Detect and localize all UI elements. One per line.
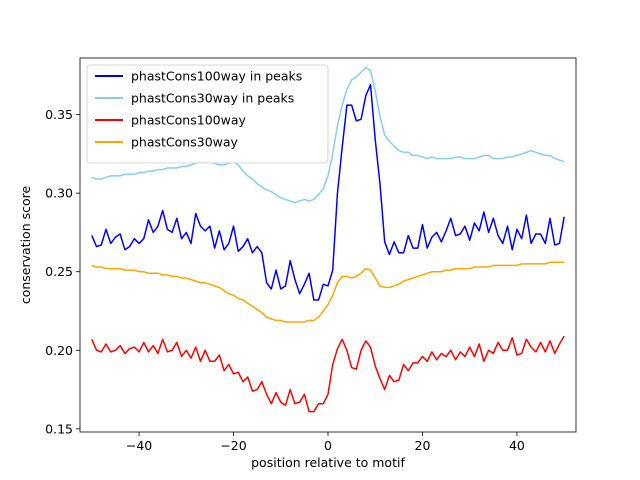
x-tick-label: −20: [220, 438, 246, 453]
y-tick-label: 0.15: [45, 421, 73, 436]
x-tick-label: 20: [415, 438, 431, 453]
y-tick-label: 0.35: [45, 107, 73, 122]
legend-label-4: phastCons30way: [131, 135, 239, 150]
x-tick-label: 0: [324, 438, 332, 453]
y-axis-label: conservation score: [18, 186, 33, 305]
legend-label-2: phastCons30way in peaks: [131, 91, 294, 106]
series-line-1: [91, 83, 565, 301]
y-tick-label: 0.20: [45, 343, 73, 358]
series-line-3: [91, 335, 565, 413]
series-layer: [91, 66, 565, 413]
x-axis-label: position relative to motif: [251, 455, 405, 470]
series-line-2: [91, 66, 565, 204]
legend-label-1: phastCons100way in peaks: [131, 69, 302, 84]
legend-label-3: phastCons100way: [131, 113, 246, 128]
x-tick-label: −40: [126, 438, 152, 453]
x-axis: −40 −20 0 20 40: [126, 432, 525, 453]
series-line-4: [91, 261, 565, 323]
y-tick-label: 0.25: [45, 264, 73, 279]
x-tick-label: 40: [509, 438, 525, 453]
legend: phastCons100way in peaks phastCons30way i…: [86, 64, 329, 164]
y-axis: 0.15 0.20 0.25 0.30 0.35: [45, 107, 80, 436]
y-tick-label: 0.30: [45, 186, 73, 201]
legend-box: [86, 64, 329, 164]
